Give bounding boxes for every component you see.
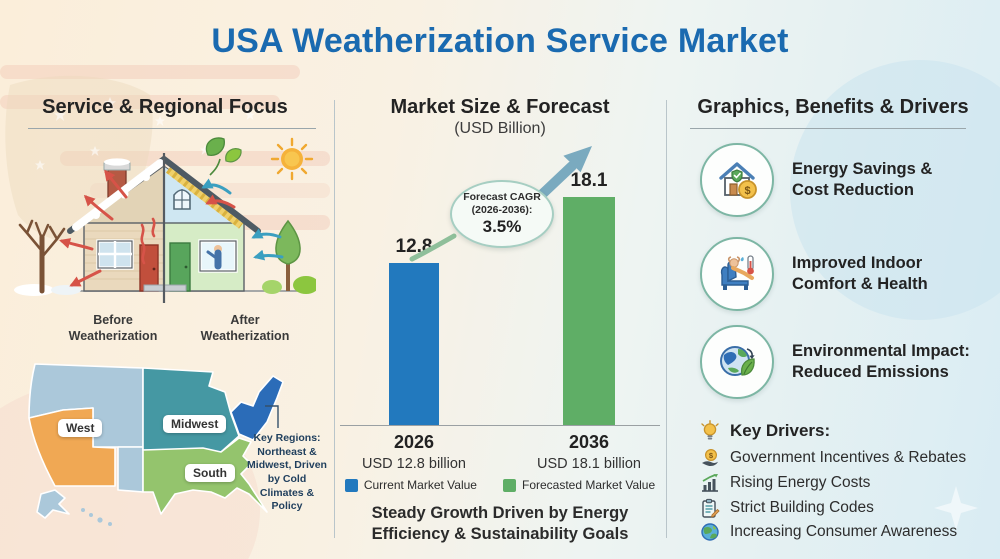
driver-row-consumer-awareness: Increasing Consumer Awareness bbox=[700, 522, 957, 542]
coin-hand-icon: $ bbox=[702, 448, 718, 467]
svg-text:$: $ bbox=[709, 451, 714, 460]
legend-swatch-current bbox=[344, 478, 358, 492]
earth-leaf-icon bbox=[720, 346, 755, 376]
globe-icon bbox=[701, 523, 719, 541]
benefit-text-environment: Environmental Impact: Reduced Emissions bbox=[792, 341, 970, 382]
divider-left-middle bbox=[334, 100, 335, 538]
bar-2026 bbox=[389, 263, 439, 425]
house-shield-coin-icon: $ bbox=[719, 162, 757, 199]
right-header-underline bbox=[690, 128, 966, 129]
heat-loss-arrows bbox=[59, 169, 236, 287]
benefit1-line2: Cost Reduction bbox=[792, 181, 914, 199]
key-regions-leader-line bbox=[265, 405, 279, 428]
key-regions-note: Key Regions: Northeast & Midwest, Driven… bbox=[247, 432, 327, 513]
bare-tree-icon bbox=[18, 219, 66, 294]
bar-value-2036: 18.1 bbox=[570, 170, 608, 191]
map-label-midwest: Midwest bbox=[163, 415, 227, 433]
page-title: USA Weatherization Service Market bbox=[211, 22, 789, 60]
benefit1-line1: Energy Savings & bbox=[792, 160, 933, 179]
benefit-text-energy-savings: Energy Savings & Cost Reduction bbox=[792, 159, 932, 200]
usd-2026: USD 12.8 billion bbox=[362, 456, 466, 472]
chart-legend: Current Market Value Forecasted Market V… bbox=[340, 478, 660, 492]
middle-panel-caption: Steady Growth Driven by Energy Efficienc… bbox=[335, 503, 665, 545]
before-weatherization-label: Before Weatherization bbox=[68, 313, 158, 343]
x-label-2026: 2026 USD 12.8 billion bbox=[349, 432, 479, 472]
benefit-circle-2 bbox=[700, 237, 774, 311]
lightbulb-icon bbox=[701, 420, 719, 440]
x-label-2036: 2036 USD 18.1 billion bbox=[524, 432, 654, 472]
year-2026: 2026 bbox=[393, 432, 435, 452]
benefit2-line1: Improved Indoor bbox=[792, 254, 923, 273]
rising-chart-icon bbox=[702, 474, 718, 492]
bar-value-2026: 12.8 bbox=[395, 236, 433, 257]
driver-label-incentives: Government Incentives & Rebates bbox=[730, 449, 967, 466]
legend-item-forecast: Forecasted Market Value bbox=[502, 478, 656, 492]
legend-swatch-forecast bbox=[502, 478, 516, 492]
legend-item-current: Current Market Value bbox=[344, 478, 477, 492]
driver-label-building-codes: Strict Building Codes bbox=[730, 499, 874, 516]
left-panel-header: Service & Regional Focus bbox=[42, 96, 288, 118]
map-label-south: South bbox=[185, 464, 235, 482]
sealed-air-arrows bbox=[201, 178, 284, 261]
driver-label-energy-costs: Rising Energy Costs bbox=[730, 474, 871, 491]
benefit-row-comfort: Improved Indoor Comfort & Health bbox=[700, 237, 996, 311]
middle-panel-subtitle: (USD Billion) bbox=[454, 120, 546, 137]
cagr-annotation-bubble: Forecast CAGR (2026-2036): 3.5% bbox=[450, 180, 554, 248]
key-drivers-title: Key Drivers: bbox=[730, 421, 831, 440]
benefit3-line2: Reduced Emissions bbox=[792, 363, 949, 381]
svg-text:$: $ bbox=[744, 185, 750, 197]
left-header-underline bbox=[28, 128, 316, 129]
key-drivers-header: Key Drivers: bbox=[700, 420, 830, 442]
after-weatherization-label: After Weatherization bbox=[200, 313, 290, 343]
benefit3-line1: Environmental Impact: bbox=[792, 342, 970, 361]
armchair-comfort-icon bbox=[720, 255, 754, 290]
bar-2036 bbox=[563, 197, 615, 425]
bar-group-2036: 18.1 bbox=[563, 170, 615, 425]
caption-line2: Efficiency & Sustainability Goals bbox=[371, 525, 629, 544]
before-window-icon bbox=[96, 239, 134, 270]
benefit2-line2: Comfort & Health bbox=[792, 275, 928, 293]
benefit-row-energy-savings: $ Energy Savings & Cost Reduction bbox=[700, 143, 996, 217]
cagr-line2: (2026-2036): bbox=[471, 203, 533, 216]
caption-line1: Steady Growth Driven by Energy bbox=[371, 504, 629, 522]
driver-row-building-codes: Strict Building Codes bbox=[700, 498, 874, 518]
middle-panel-header: Market Size & Forecast bbox=[390, 96, 610, 118]
driver-label-consumer-awareness: Increasing Consumer Awareness bbox=[730, 523, 958, 540]
driver-row-incentives: $ Government Incentives & Rebates bbox=[700, 448, 966, 468]
cagr-value: 3.5% bbox=[482, 217, 522, 237]
sun-icon bbox=[270, 137, 314, 181]
right-panel-header: Graphics, Benefits & Drivers bbox=[697, 96, 969, 118]
leaves-icon bbox=[205, 137, 242, 176]
cagr-line1: Forecast CAGR bbox=[463, 190, 541, 203]
bar-group-2026: 12.8 bbox=[389, 170, 439, 425]
gable-window-icon bbox=[173, 189, 191, 210]
after-window-person-icon bbox=[198, 239, 238, 273]
divider-middle-right bbox=[666, 100, 667, 538]
benefit-row-environment: Environmental Impact: Reduced Emissions bbox=[700, 325, 996, 399]
year-2036: 2036 bbox=[568, 432, 610, 452]
us-regions-map: West Midwest South Key Regions: Northeas… bbox=[15, 352, 327, 538]
benefit-circle-1: $ bbox=[700, 143, 774, 217]
green-tree-icon bbox=[262, 219, 316, 294]
benefit-circle-3 bbox=[700, 325, 774, 399]
driver-row-energy-costs: Rising Energy Costs bbox=[700, 473, 870, 493]
benefit-text-comfort: Improved Indoor Comfort & Health bbox=[792, 253, 928, 294]
building-codes-clipboard-icon bbox=[702, 498, 720, 518]
snow-mound bbox=[14, 284, 54, 296]
legend-label-current: Current Market Value bbox=[363, 478, 477, 492]
usd-2036: USD 18.1 billion bbox=[537, 456, 641, 472]
weatherization-house-illustration bbox=[14, 137, 316, 303]
legend-label-forecast: Forecasted Market Value bbox=[521, 478, 656, 492]
map-label-west: West bbox=[58, 419, 103, 437]
